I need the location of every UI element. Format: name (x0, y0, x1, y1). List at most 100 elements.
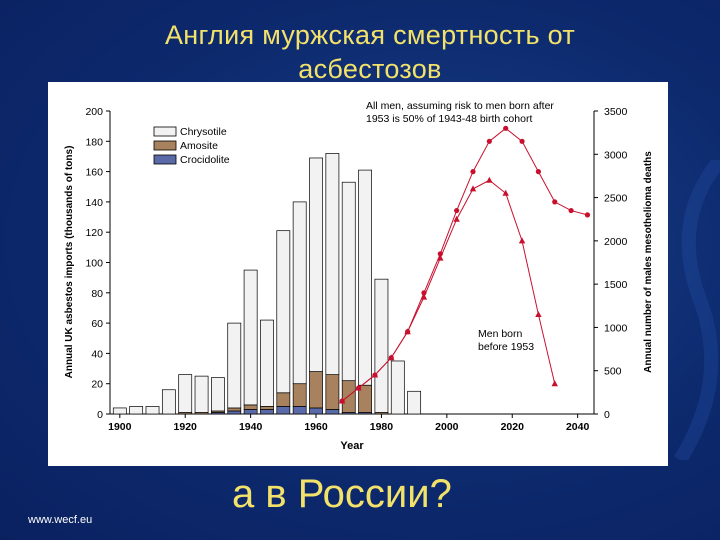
bar-crocidolite (260, 409, 274, 415)
legend-label-amosite: Amosite (180, 140, 218, 152)
point-all-men (470, 169, 476, 175)
y-left-tick-label: 100 (85, 258, 103, 270)
y-right-tick-label: 2500 (604, 193, 628, 205)
bar-chrysotile (211, 377, 225, 412)
y-right-tick-label: 3500 (604, 106, 628, 118)
bar-crocidolite (309, 407, 323, 415)
bar-chrysotile (374, 278, 389, 413)
bar-amosite (243, 404, 258, 410)
bar-crocidolite (243, 409, 258, 415)
x-tick-label: 1980 (370, 421, 394, 433)
bar-crocidolite (227, 410, 242, 415)
point-born-before-1953 (404, 328, 411, 335)
footer-url: www.wecf.eu (28, 514, 93, 526)
point-born-before-1953 (355, 384, 362, 391)
x-tick-label: 1960 (304, 421, 328, 433)
point-born-before-1953 (486, 176, 493, 183)
y-left-tick-label: 0 (97, 409, 103, 421)
bar-chrysotile (325, 153, 340, 375)
bar-chrysotile (161, 389, 176, 415)
bar-amosite (309, 371, 323, 409)
point-all-men (568, 207, 574, 214)
chart-card: 0 20 40 60 80 100 120 140 160 180 200 0 500 1000 1500… (48, 82, 668, 466)
point-all-men (519, 138, 525, 144)
bar-amosite (227, 407, 242, 412)
bar-amosite (260, 406, 274, 410)
x-tick-label: 2000 (435, 421, 459, 433)
y-right-tick-label: 1000 (604, 322, 628, 334)
bar-chrysotile (260, 319, 274, 407)
bar-chrysotile (358, 169, 372, 386)
slide-subtitle: а в России? (232, 472, 452, 516)
bar-chrysotile (292, 201, 307, 385)
point-all-men (552, 199, 558, 205)
y-left-tick-label: 180 (85, 136, 103, 148)
y-left-tick-label: 140 (85, 197, 103, 209)
y-right-tick-label: 500 (604, 366, 622, 378)
y-left-tick-label: 200 (85, 106, 103, 118)
right-axis-ticks: 0 500 1000 1500 2000 2500 3000 3500 (594, 106, 628, 421)
legend-label-chrysotile: Chrysotile (180, 126, 227, 138)
y-left-tick-label: 160 (85, 167, 103, 179)
bar-chrysotile (129, 406, 144, 415)
annotation-all-men-line-2: 1953 is 50% of 1943-48 birth cohort (366, 113, 532, 125)
y-right-tick-label: 2000 (604, 236, 628, 248)
bar-amosite (276, 392, 291, 407)
point-born-before-1953 (551, 380, 558, 387)
y-left-tick-label: 80 (91, 288, 103, 300)
x-tick-label: 2020 (501, 421, 525, 433)
slide-title: Англия мурж­ская смертность от асбестозо… (60, 18, 680, 86)
bar-crocidolite (292, 406, 307, 415)
y-left-tick-label: 60 (91, 318, 103, 330)
point-all-men (584, 212, 591, 218)
legend-label-crocidolite: Crocidolite (180, 154, 230, 166)
slide-title-line-2: асбестозов (298, 54, 442, 84)
annotation-born-before-line-1: Men born (478, 328, 523, 340)
legend-swatch-chrysotile (153, 126, 177, 137)
bars-group (112, 153, 422, 415)
bar-chrysotile (243, 269, 258, 406)
lines-group (338, 125, 591, 404)
point-born-before-1953 (338, 397, 346, 404)
bar-crocidolite (325, 409, 340, 415)
point-born-before-1953 (388, 354, 395, 361)
x-axis-label: Year (340, 440, 364, 452)
legend-swatch-crocidolite (153, 154, 177, 165)
point-born-before-1953 (371, 371, 379, 378)
bar-chrysotile (178, 374, 193, 413)
x-tick-label: 1900 (108, 421, 132, 433)
y-right-tick-label: 3000 (604, 149, 628, 161)
point-born-before-1953 (518, 237, 526, 244)
bar-chrysotile (145, 406, 160, 415)
left-axis-ticks: 0 20 40 60 80 100 120 140 160 180 200 (85, 106, 110, 421)
point-born-before-1953 (502, 189, 509, 196)
y-axis-right-label: Annual number of males mesothelioma deat… (643, 151, 654, 373)
bar-amosite (325, 374, 340, 410)
x-tick-label: 1920 (174, 421, 198, 433)
point-born-before-1953 (437, 254, 444, 261)
point-all-men (535, 169, 542, 175)
y-left-tick-label: 20 (91, 379, 103, 391)
point-born-before-1953 (420, 293, 428, 300)
point-all-men (454, 207, 460, 214)
bar-chrysotile (390, 360, 405, 415)
x-tick-label: 2040 (566, 421, 590, 433)
point-born-before-1953 (469, 185, 477, 192)
y-axis-left-label: Annual UK asbestos imports (thousands of… (64, 146, 75, 379)
y-left-tick-label: 120 (85, 227, 103, 239)
bar-chrysotile (341, 181, 356, 382)
legend: Chrysotile Amosite Crocidolite (153, 126, 230, 166)
annotation-born-before-line-2: before 1953 (478, 341, 534, 353)
asbestos-chart: 0 20 40 60 80 100 120 140 160 180 200 0 500 1000 1500… (64, 100, 654, 452)
bar-chrysotile (227, 322, 242, 409)
y-left-tick-label: 40 (91, 348, 103, 360)
bar-chrysotile (276, 230, 291, 394)
bar-crocidolite (276, 406, 291, 415)
point-born-before-1953 (453, 215, 460, 222)
point-all-men (503, 125, 509, 131)
x-tick-label: 1940 (239, 421, 263, 433)
bar-amosite (341, 380, 356, 413)
y-right-tick-label: 1500 (604, 279, 628, 291)
bar-chrysotile (194, 375, 209, 413)
legend-swatch-amosite (153, 140, 177, 151)
